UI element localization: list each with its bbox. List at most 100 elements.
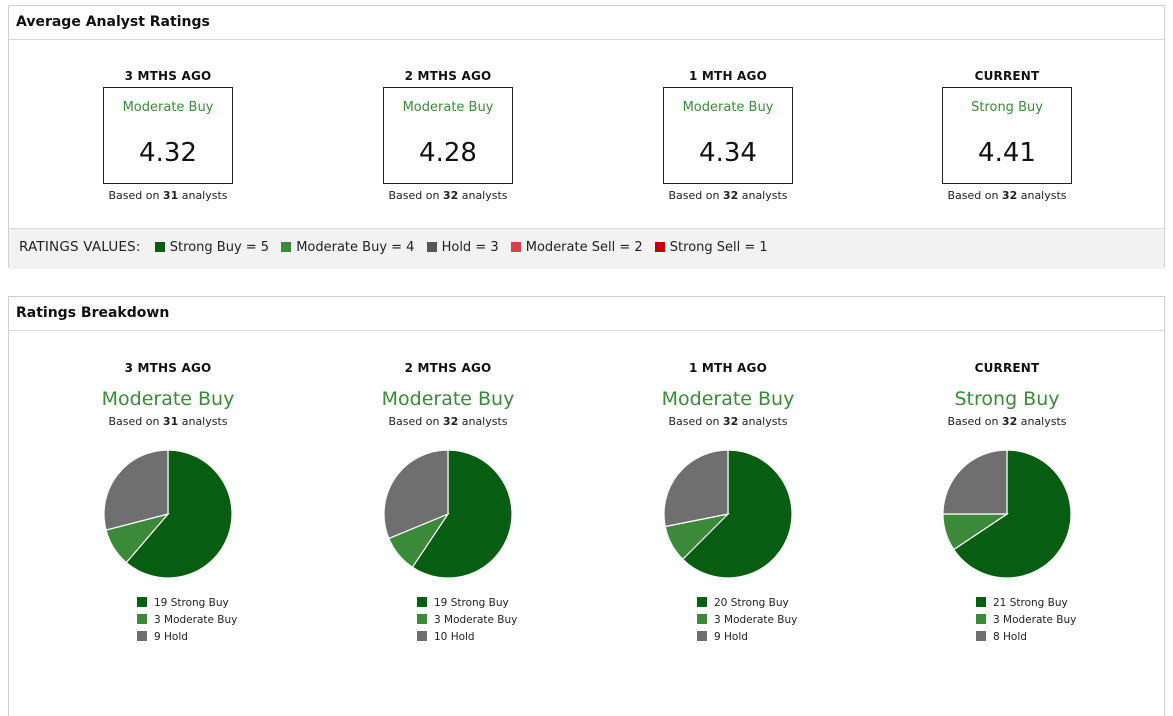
rating-label: Moderate Buy <box>101 388 235 410</box>
pie-legend: 19 Strong Buy 3 Moderate Buy 10 Hold <box>359 595 537 646</box>
swatch-icon <box>281 242 292 252</box>
pie-slice-hold[interactable] <box>942 449 1008 515</box>
rating-value: 4.34 <box>699 138 757 168</box>
breakdown-3-mths-ago: 3 MTHS AGO Moderate Buy Based on 31 anal… <box>38 361 298 646</box>
analyst-count: 32 <box>1001 415 1018 428</box>
period-label: 1 MTH AGO <box>688 361 767 375</box>
legend-moderate-buy: 3 Moderate Buy <box>137 612 257 629</box>
rating-label: Moderate Buy <box>661 388 795 410</box>
rating-box: Moderate Buy 4.32 <box>103 87 233 184</box>
rating-box: Strong Buy 4.41 <box>942 87 1072 184</box>
ratings-values-legend: RATINGS VALUES: Strong Buy = 5 Moderate … <box>9 228 1164 269</box>
pie-slice-hold[interactable] <box>383 449 449 540</box>
based-on-analysts: Based on 32 analysts <box>388 415 508 428</box>
legend-moderate-buy: 3 Moderate Buy <box>697 612 817 629</box>
swatch-icon <box>697 597 707 607</box>
legend-moderate-buy: Moderate Buy = 4 <box>281 240 414 255</box>
legend-moderate-buy: 3 Moderate Buy <box>417 612 537 629</box>
panel-title: Average Analyst Ratings <box>9 6 1164 40</box>
legend-strong-buy: 19 Strong Buy <box>137 595 257 612</box>
legend-hold: Hold = 3 <box>426 240 499 255</box>
avg-rating-current: CURRENT Strong Buy 4.41 Based on 32 anal… <box>877 69 1137 202</box>
rating-label: Moderate Buy <box>682 100 774 115</box>
rating-label: Moderate Buy <box>122 100 214 115</box>
legend-strong-buy: 20 Strong Buy <box>697 595 817 612</box>
panel-title: Ratings Breakdown <box>9 297 1164 331</box>
legend-hold: 10 Hold <box>417 629 537 646</box>
rating-box: Moderate Buy 4.34 <box>663 87 793 184</box>
analyst-count: 31 <box>162 415 179 428</box>
pie-slice-strong-buy[interactable] <box>125 449 233 579</box>
pie-legend: 19 Strong Buy 3 Moderate Buy 9 Hold <box>79 595 257 646</box>
rating-label: Moderate Buy <box>381 388 515 410</box>
pie-legend: 21 Strong Buy 3 Moderate Buy 8 Hold <box>918 595 1096 646</box>
period-label: CURRENT <box>974 69 1040 83</box>
swatch-icon <box>654 242 665 252</box>
legend-moderate-buy: 3 Moderate Buy <box>976 612 1096 629</box>
pie-chart <box>382 448 514 580</box>
rating-box: Moderate Buy 4.28 <box>383 87 513 184</box>
pie-svg <box>942 449 1072 579</box>
swatch-icon <box>417 631 427 641</box>
rating-value: 4.28 <box>419 138 477 168</box>
legend-strong-buy: 21 Strong Buy <box>976 595 1096 612</box>
average-analyst-ratings-panel: Average Analyst Ratings 3 MTHS AGO Moder… <box>8 5 1165 269</box>
pie-svg <box>663 449 793 579</box>
swatch-icon <box>976 614 986 624</box>
swatch-icon <box>697 631 707 641</box>
rating-value: 4.32 <box>139 138 197 168</box>
legend-hold: 8 Hold <box>976 629 1096 646</box>
swatch-icon <box>154 242 165 252</box>
legend-strong-buy: Strong Buy = 5 <box>154 240 269 255</box>
pie-slice-strong-buy[interactable] <box>681 449 793 579</box>
ratings-breakdown-panel: Ratings Breakdown 3 MTHS AGO Moderate Bu… <box>8 296 1165 716</box>
pie-legend: 20 Strong Buy 3 Moderate Buy 9 Hold <box>639 595 817 646</box>
based-on-analysts: Based on 32 analysts <box>668 415 788 428</box>
period-label: 3 MTHS AGO <box>124 361 212 375</box>
pie-slice-strong-buy[interactable] <box>411 449 513 579</box>
avg-rating-2-mths-ago: 2 MTHS AGO Moderate Buy 4.28 Based on 32… <box>318 69 578 202</box>
legend-strong-buy: 19 Strong Buy <box>417 595 537 612</box>
based-on-analysts: Based on 32 analysts <box>947 189 1067 202</box>
pie-slice-hold[interactable] <box>103 449 169 531</box>
rating-value: 4.41 <box>978 138 1036 168</box>
swatch-icon <box>510 242 521 252</box>
based-on-analysts: Based on 31 analysts <box>108 189 228 202</box>
swatch-icon <box>417 614 427 624</box>
analyst-count: 32 <box>722 189 739 202</box>
period-label: 3 MTHS AGO <box>124 69 212 83</box>
period-label: 2 MTHS AGO <box>404 69 492 83</box>
legend-hold: 9 Hold <box>697 629 817 646</box>
analyst-count: 32 <box>442 189 459 202</box>
pie-svg <box>103 449 233 579</box>
breakdown-current: CURRENT Strong Buy Based on 32 analysts … <box>877 361 1137 646</box>
breakdown-2-mths-ago: 2 MTHS AGO Moderate Buy Based on 32 anal… <box>318 361 578 646</box>
avg-rating-3-mths-ago: 3 MTHS AGO Moderate Buy 4.32 Based on 31… <box>38 69 298 202</box>
pie-svg <box>383 449 513 579</box>
analyst-count: 31 <box>162 189 179 202</box>
rating-label: Moderate Buy <box>402 100 494 115</box>
legend-moderate-sell: Moderate Sell = 2 <box>510 240 643 255</box>
pie-slice-hold[interactable] <box>663 449 729 528</box>
rating-label: Strong Buy <box>971 100 1043 115</box>
swatch-icon <box>417 597 427 607</box>
based-on-analysts: Based on 32 analysts <box>668 189 788 202</box>
pie-slice-strong-buy[interactable] <box>952 449 1072 579</box>
legend-strong-sell: Strong Sell = 1 <box>654 240 768 255</box>
swatch-icon <box>426 242 437 252</box>
based-on-analysts: Based on 32 analysts <box>947 415 1067 428</box>
swatch-icon <box>137 614 147 624</box>
swatch-icon <box>137 631 147 641</box>
rating-label: Strong Buy <box>954 388 1060 410</box>
pie-chart <box>662 448 794 580</box>
swatch-icon <box>137 597 147 607</box>
analyst-count: 32 <box>442 415 459 428</box>
avg-rating-1-mth-ago: 1 MTH AGO Moderate Buy 4.34 Based on 32 … <box>598 69 858 202</box>
pie-chart <box>102 448 234 580</box>
swatch-icon <box>697 614 707 624</box>
based-on-analysts: Based on 31 analysts <box>108 415 228 428</box>
legend-hold: 9 Hold <box>137 629 257 646</box>
period-label: 1 MTH AGO <box>688 69 767 83</box>
ratings-values-title: RATINGS VALUES: <box>19 239 141 255</box>
breakdown-1-mth-ago: 1 MTH AGO Moderate Buy Based on 32 analy… <box>598 361 858 646</box>
